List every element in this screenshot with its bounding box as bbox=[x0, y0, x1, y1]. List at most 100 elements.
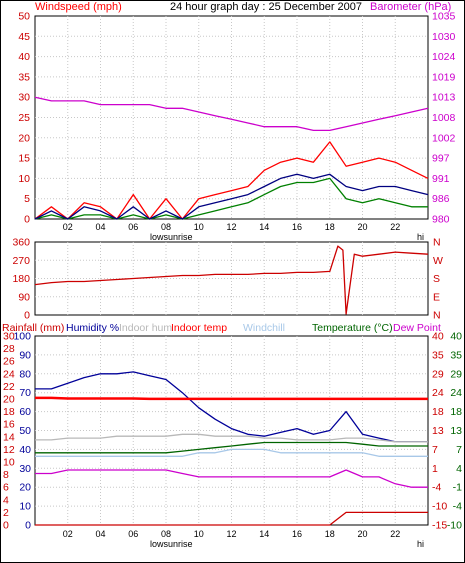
rainfall-label: Rainfall (mm) bbox=[2, 322, 64, 334]
rainfall-tick: 6 bbox=[3, 482, 9, 494]
indoor-temp-tick: -10 bbox=[432, 501, 447, 513]
rainfall-tick: 4 bbox=[3, 494, 9, 506]
windspeed-tick: 10 bbox=[18, 173, 30, 185]
indoor-temp-tick: 13 bbox=[432, 425, 444, 437]
windspeed-tick: 30 bbox=[18, 92, 30, 104]
indoor_hum-line bbox=[35, 433, 428, 443]
barometer-tick: 1002 bbox=[432, 132, 456, 144]
barometer-tick: 980 bbox=[432, 214, 450, 226]
temperature-tick: -4 bbox=[453, 501, 462, 513]
rainfall-tick: 22 bbox=[3, 381, 15, 393]
windchill-line bbox=[35, 448, 428, 457]
windspeed-tick: 0 bbox=[24, 214, 30, 226]
direction-tick: 90 bbox=[18, 291, 30, 303]
x-tick-bottom: 02 bbox=[63, 529, 73, 539]
temperature-tick: 35 bbox=[450, 349, 462, 361]
humidity-tick: 30 bbox=[19, 463, 31, 475]
x-tick-bottom: 08 bbox=[161, 529, 171, 539]
sun-labels-top: lowsunrise bbox=[150, 232, 193, 242]
barometer-line bbox=[34, 96, 429, 132]
humidity-tick: 40 bbox=[19, 444, 31, 456]
windspeed-tick: 35 bbox=[18, 71, 30, 83]
windspeed-tick: 15 bbox=[18, 153, 30, 165]
windspeed-label: Windspeed (mph) bbox=[35, 1, 122, 13]
indoor-temp-tick: 35 bbox=[432, 349, 444, 361]
temperature-tick: 4 bbox=[456, 463, 462, 475]
indoor-temp-tick: 18 bbox=[432, 406, 444, 418]
temperature-label: Temperature (°C) bbox=[312, 322, 393, 334]
rainfall-line bbox=[35, 511, 428, 526]
windspeed-tick: 5 bbox=[24, 193, 30, 205]
compass-tick: E bbox=[433, 291, 440, 303]
direction-tick: 0 bbox=[24, 310, 30, 322]
indoor-hum-label: Indoor hum bbox=[119, 322, 172, 334]
compass-tick: S bbox=[433, 273, 440, 285]
x-tick-bottom: 12 bbox=[226, 529, 236, 539]
barometer-tick: 986 bbox=[432, 193, 450, 205]
indoor-temp-tick: -4 bbox=[432, 482, 441, 494]
x-tick-top: 16 bbox=[292, 222, 302, 232]
x-tick-top: 22 bbox=[390, 222, 400, 232]
indoor-temp-tick: 7 bbox=[432, 444, 438, 456]
rainfall-tick: 24 bbox=[3, 368, 15, 380]
temperature-tick: 13 bbox=[450, 425, 462, 437]
compass-tick: W bbox=[433, 255, 443, 267]
barometer-tick: 1024 bbox=[432, 51, 456, 63]
humidity-tick: 60 bbox=[19, 406, 31, 418]
humidity-tick: 10 bbox=[19, 501, 31, 513]
barometer-tick: 991 bbox=[432, 173, 450, 185]
humidity-tick: 0 bbox=[25, 520, 31, 532]
x-tick-bottom: 16 bbox=[292, 529, 302, 539]
temperature-tick: -10 bbox=[447, 520, 462, 532]
x-tick-bottom: 10 bbox=[194, 529, 204, 539]
chart-title: 24 hour graph day : 25 December 2007 bbox=[170, 1, 362, 13]
rainfall-tick: 18 bbox=[3, 406, 15, 418]
windspeed-line bbox=[34, 141, 429, 220]
rainfall-tick: 26 bbox=[3, 356, 15, 368]
humidity-tick: 100 bbox=[13, 331, 31, 343]
x-tick-top: 08 bbox=[161, 222, 171, 232]
rainfall-tick: 30 bbox=[3, 331, 15, 343]
compass-tick: N bbox=[433, 237, 441, 249]
dew-point-label: Dew Point bbox=[393, 322, 441, 334]
temperature-tick: 7 bbox=[456, 444, 462, 456]
humidity-tick: 90 bbox=[19, 349, 31, 361]
x-tick-bottom: 14 bbox=[259, 529, 269, 539]
rainfall-tick: 0 bbox=[3, 520, 9, 532]
rainfall-tick: 2 bbox=[3, 507, 9, 519]
x-tick-bottom: 22 bbox=[390, 529, 400, 539]
rainfall-tick: 8 bbox=[3, 469, 9, 481]
avg-line bbox=[34, 173, 429, 220]
x-tick-bottom: 06 bbox=[128, 529, 138, 539]
direction-tick: 270 bbox=[12, 255, 30, 267]
rainfall-tick: 28 bbox=[3, 343, 15, 355]
x-tick-top: 06 bbox=[128, 222, 138, 232]
windspeed-tick: 50 bbox=[18, 11, 30, 23]
rainfall-tick: 20 bbox=[3, 394, 15, 406]
humidity-tick: 20 bbox=[19, 482, 31, 494]
x-tick-top: 14 bbox=[259, 222, 269, 232]
sun-labels-bottom: lowsunrise bbox=[150, 539, 193, 549]
humidity-tick: 70 bbox=[19, 387, 31, 399]
temperature-line bbox=[35, 441, 428, 454]
humidity-label: Humidity % bbox=[66, 322, 119, 334]
indoor-temp-tick: 29 bbox=[432, 368, 444, 380]
indoor-temp-tick: 40 bbox=[432, 331, 444, 343]
direction-tick: 180 bbox=[12, 273, 30, 285]
rainfall-tick: 16 bbox=[3, 419, 15, 431]
humidity-line bbox=[35, 371, 428, 443]
windchill-label: Windchill bbox=[243, 322, 285, 334]
indoor-temp-tick: 1 bbox=[432, 463, 438, 475]
climate-panel bbox=[34, 335, 429, 526]
x-tick-bottom: 18 bbox=[325, 529, 335, 539]
tail-label-bottom: hi bbox=[417, 539, 424, 549]
barometer-tick: 997 bbox=[432, 153, 450, 165]
humidity-tick: 80 bbox=[19, 368, 31, 380]
temperature-tick: 18 bbox=[450, 406, 462, 418]
temperature-tick: 24 bbox=[450, 387, 462, 399]
dew_point-line bbox=[35, 469, 428, 488]
barometer-tick: 1035 bbox=[432, 11, 456, 23]
indoor-temp-label: Indoor temp bbox=[171, 322, 227, 334]
barometer-tick: 1013 bbox=[432, 92, 456, 104]
